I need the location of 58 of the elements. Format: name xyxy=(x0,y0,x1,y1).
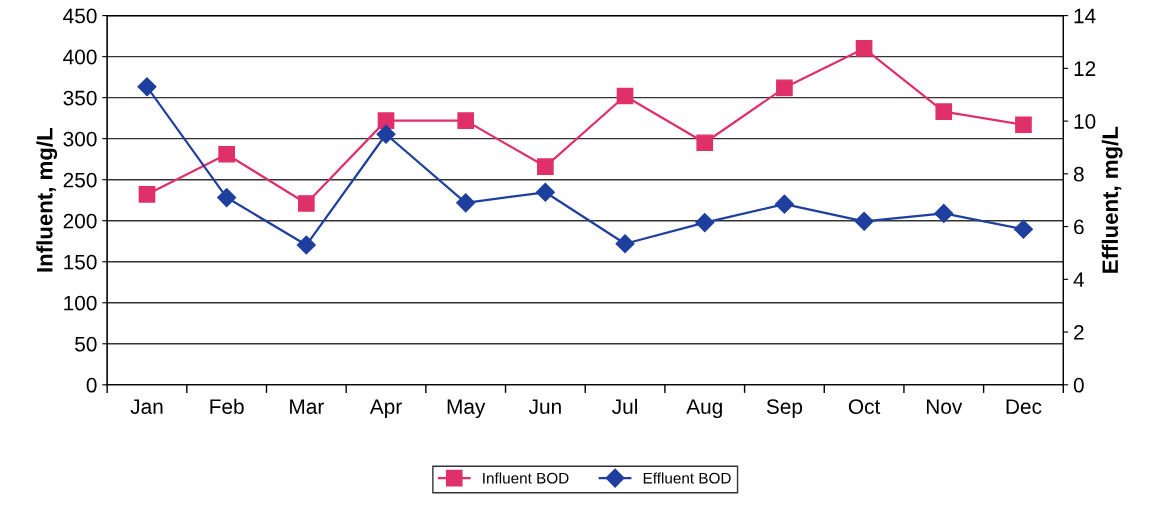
x-tick-label: Jul xyxy=(612,398,637,414)
point xyxy=(1013,219,1033,239)
y-tick-label: 50 xyxy=(75,336,97,352)
point xyxy=(776,79,793,97)
point xyxy=(296,235,316,255)
y-tick-label: 150 xyxy=(64,254,97,270)
y-tick-label: 450 xyxy=(63,8,97,24)
point xyxy=(298,195,315,212)
point xyxy=(535,182,555,202)
x-tick-label: Aug xyxy=(686,399,722,419)
point xyxy=(696,134,714,152)
x-tick-label: Dec xyxy=(1006,399,1042,414)
y2-tick-label: 10 xyxy=(1074,114,1096,129)
y-tick-label: 200 xyxy=(63,213,97,229)
point xyxy=(218,145,235,163)
y2-tick-label: 4 xyxy=(1073,272,1084,287)
point xyxy=(137,77,157,97)
point xyxy=(138,186,156,203)
x-tick-label: Jan xyxy=(130,399,163,414)
point xyxy=(376,124,396,144)
x-tick-label: Feb xyxy=(210,398,244,414)
x-tick-label: Mar xyxy=(290,399,324,414)
y-tick-label: 100 xyxy=(64,295,97,311)
point xyxy=(377,112,395,129)
y2-tick-label: 6 xyxy=(1074,219,1084,235)
point xyxy=(1015,116,1032,134)
x-tick-label: Nov xyxy=(926,399,963,414)
point xyxy=(854,211,874,231)
y-tick-label: 400 xyxy=(63,49,97,65)
y-tick-label: 350 xyxy=(63,90,97,106)
point xyxy=(457,112,475,129)
y2-axis-title: Effluent, mg/L xyxy=(1101,126,1123,273)
point xyxy=(456,193,476,213)
x-tick-label: Oct xyxy=(848,399,881,414)
point xyxy=(695,213,715,233)
y-tick-label: 0 xyxy=(86,377,97,393)
y-tick-label: 300 xyxy=(63,131,97,147)
point xyxy=(774,194,794,214)
y2-tick-label: 0 xyxy=(1073,377,1084,393)
x-tick-label: Jun xyxy=(528,399,561,414)
point xyxy=(935,103,953,120)
y2-tick-label: 8 xyxy=(1073,166,1084,182)
point xyxy=(934,203,954,223)
legend-label: Effluent BOD xyxy=(643,472,731,484)
point xyxy=(855,40,873,57)
point xyxy=(537,158,554,175)
y-axis-title: Influent, mg/L xyxy=(36,128,58,272)
point xyxy=(217,188,237,208)
y-tick-label: 250 xyxy=(63,172,97,188)
legend-label: Influent BOD xyxy=(483,472,569,484)
x-tick-label: Sep xyxy=(766,399,803,419)
y2-tick-label: 12 xyxy=(1074,61,1096,76)
x-tick-label: May xyxy=(447,399,486,419)
x-tick-label: Apr xyxy=(369,399,402,419)
y2-tick-label: 2 xyxy=(1074,325,1084,340)
point xyxy=(616,87,634,105)
y2-tick-label: 14 xyxy=(1074,8,1096,24)
point xyxy=(615,234,635,254)
